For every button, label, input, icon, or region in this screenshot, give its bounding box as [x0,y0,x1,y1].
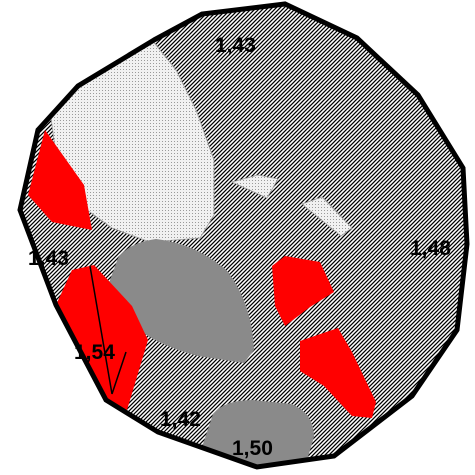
label-top: 1,43 [215,34,256,57]
red-region-center-right-lower [300,328,376,418]
label-lower-left-red: 1,54 [74,341,115,364]
gray-region-center-left [109,239,254,363]
light-inclusion-small-1 [230,174,279,199]
particle-body-hatched-region [20,4,467,467]
light-inclusion-small-2 [301,196,353,237]
red-region-lower-left [56,265,148,420]
particle-outline [17,1,470,470]
label-right: 1,48 [410,237,451,260]
label-left: 1,43 [28,247,69,270]
label-bottom-gray: 1,50 [232,437,273,460]
red-region-center-right-upper [272,256,334,326]
red-region-divider-lines [89,265,127,395]
red-region-left-edge [28,130,92,230]
label-bottom-left: 1,42 [160,408,201,431]
gray-region-bottom [203,400,314,467]
